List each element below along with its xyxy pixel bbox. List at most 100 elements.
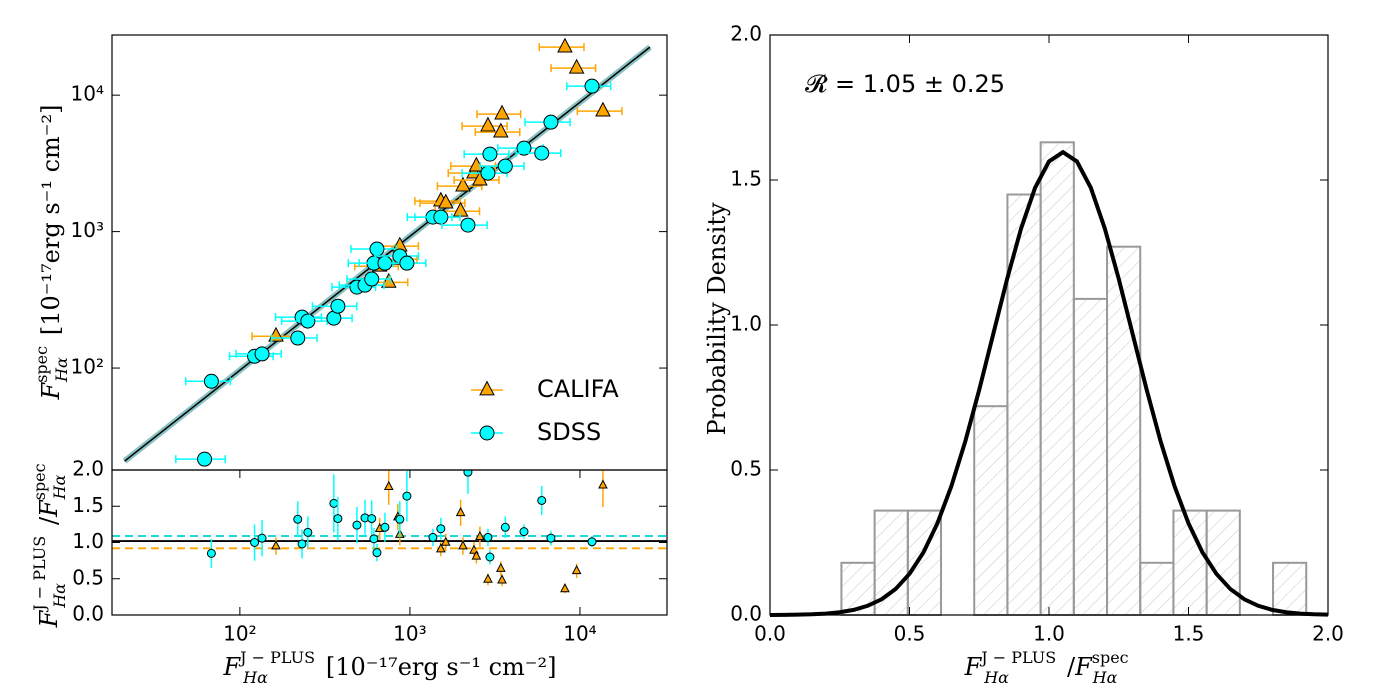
label-text: / [35, 516, 63, 525]
label-text: [10⁻¹⁷erg s⁻¹ cm⁻²] [326, 653, 557, 681]
legend-marker [479, 425, 495, 441]
y-tick-label: 10⁴ [71, 82, 104, 106]
x-tick-label: 2.0 [1312, 622, 1344, 646]
label-symbol: F [964, 653, 983, 681]
circle-marker [482, 146, 498, 162]
triangle-marker [595, 101, 611, 117]
label-sub: Hα [50, 583, 69, 609]
label-symbol: F [1074, 653, 1093, 681]
circle-marker [584, 78, 600, 94]
triangle-marker [493, 122, 509, 138]
triangle-marker [383, 480, 394, 490]
circle-marker [546, 533, 556, 543]
label-sup: J − PLUS [979, 648, 1056, 667]
y-tick-label: 2.0 [730, 22, 762, 46]
triangle-marker [455, 176, 471, 192]
x-tick-label: 1.0 [1033, 622, 1065, 646]
x-tick-label: 10⁴ [563, 622, 596, 646]
circle-marker [254, 346, 270, 362]
axis-label: FJ − PLUSHα​/FspecHα​ [30, 463, 69, 628]
annotation: 𝓡 = 1.05 ± 0.25 [805, 70, 1005, 98]
circle-marker [250, 538, 260, 547]
y-tick-label: 1.5 [72, 493, 104, 517]
circle-marker [463, 470, 473, 477]
triangle-marker [458, 540, 468, 550]
histogram-bar [1272, 561, 1308, 616]
fit-curve [769, 149, 1329, 617]
triangle-marker [480, 116, 496, 132]
histogram-bar [1139, 561, 1175, 616]
circle-marker [395, 514, 405, 524]
y-tick-label: 10³ [71, 218, 104, 242]
fit-line [124, 46, 651, 462]
legend-marker [479, 380, 495, 396]
axis-label: FJ − PLUSHα​[10⁻¹⁷erg s⁻¹ cm⁻²] [223, 648, 557, 687]
histogram-bar [1205, 509, 1241, 617]
axis-label: Probability Density [703, 202, 731, 436]
circle-marker [297, 539, 307, 549]
legend-label: SDSS [537, 418, 601, 446]
triangle-marker [598, 479, 608, 489]
label-sup: spec [30, 463, 49, 500]
label-text: Probability Density [703, 202, 731, 436]
triangle-marker [468, 156, 485, 172]
circle-marker [330, 298, 346, 314]
triangle-marker [496, 562, 506, 572]
triangle-marker [475, 530, 485, 540]
circle-marker [483, 532, 493, 542]
circle-marker [372, 548, 382, 558]
label-sub: Hα [1092, 668, 1118, 687]
circle-marker [500, 522, 510, 532]
y-tick-label: 1.5 [730, 167, 762, 191]
y-tick-label: 1.0 [72, 529, 104, 553]
y-tick-label: 1.0 [730, 312, 762, 336]
circle-marker [369, 534, 379, 544]
label-text: [10⁻¹⁷erg s⁻¹ cm⁻²] [37, 105, 65, 336]
circle-marker [485, 552, 495, 562]
triangle-marker [571, 564, 582, 575]
triangle-marker [560, 583, 570, 593]
x-tick-label: 10³ [393, 622, 426, 646]
circle-marker [369, 241, 385, 257]
circle-marker [543, 114, 559, 130]
y-tick-label: 0.5 [72, 565, 104, 589]
legend-label: CALIFA [537, 375, 619, 403]
circle-marker [380, 522, 390, 532]
circle-marker [460, 217, 476, 233]
histogram-bar [1072, 297, 1109, 616]
circle-marker [329, 498, 339, 508]
histogram-bar [1039, 141, 1075, 617]
circle-marker [428, 532, 438, 542]
circle-marker [534, 145, 550, 161]
circle-marker [497, 158, 513, 174]
label-sub: Hα [52, 357, 71, 383]
x-tick-label: 0.5 [894, 622, 926, 646]
label-sub: Hα [983, 668, 1009, 687]
triangle-marker [568, 58, 585, 74]
label-text: / [1067, 653, 1076, 681]
triangle-marker [437, 193, 454, 209]
circle-marker [587, 537, 597, 547]
label-sub: Hα [50, 474, 69, 500]
circle-marker [519, 527, 529, 537]
label-sub: Hα [242, 668, 268, 687]
triangle-marker [380, 272, 397, 288]
circle-marker [303, 527, 313, 537]
y-tick-label: 0.0 [730, 602, 762, 626]
label-symbol: F [223, 653, 242, 681]
circle-marker [300, 313, 316, 329]
label-sup: J − PLUS [238, 648, 315, 667]
triangle-marker [494, 104, 510, 120]
label-sup: J − PLUS [30, 536, 49, 613]
circle-marker [537, 495, 547, 505]
y-tick-label: 0.5 [730, 457, 762, 481]
triangle-marker [436, 543, 446, 553]
triangle-marker [497, 574, 507, 584]
circle-marker [516, 140, 532, 156]
circle-marker [197, 451, 213, 467]
circle-marker [399, 255, 415, 271]
circle-marker [257, 533, 267, 543]
triangle-marker [440, 536, 451, 546]
triangle-marker [483, 573, 493, 583]
